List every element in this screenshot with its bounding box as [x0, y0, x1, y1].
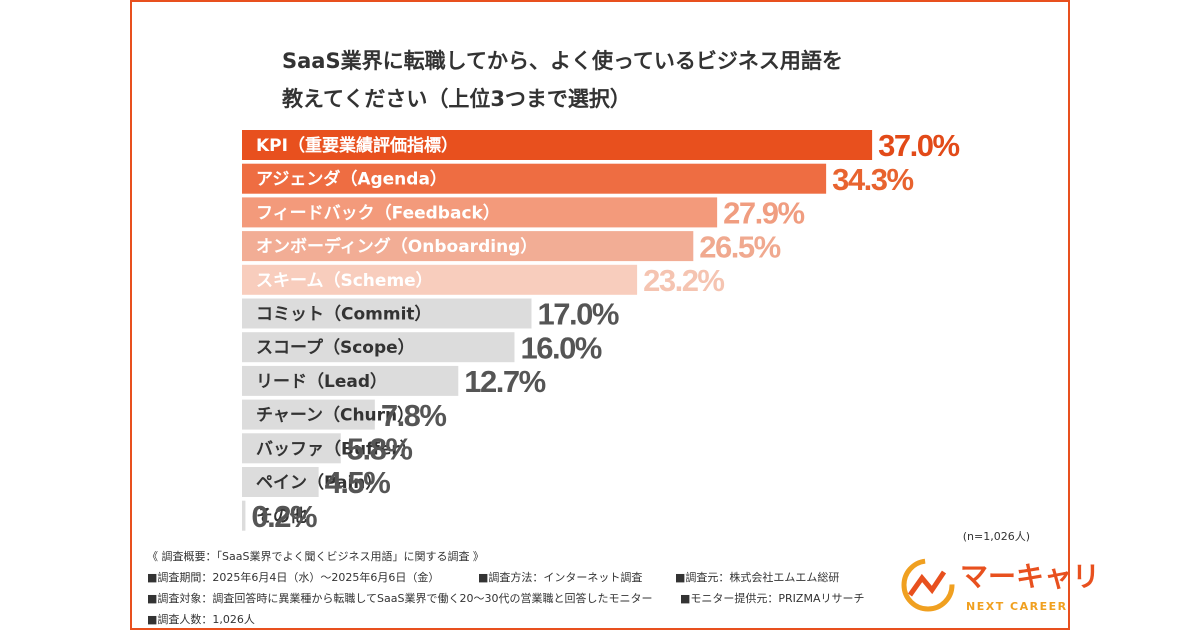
category-label: スコープ（Scope）: [256, 337, 415, 358]
chart-title: 教えてください（上位3つまで選択）: [282, 87, 631, 111]
value-label: 4.5%: [325, 465, 391, 500]
bar: [242, 433, 341, 464]
category-label: フィードバック（Feedback）: [256, 202, 500, 223]
footer-item: ■調査期間：2025年6月4日（水）～2025年6月6日（金）: [147, 570, 439, 584]
footer-item: ■調査方法：インターネット調査: [478, 570, 642, 584]
category-label: その他: [256, 506, 307, 527]
value-label: 0.2%: [251, 499, 317, 534]
bar: [242, 197, 718, 228]
bar: [242, 399, 375, 430]
footer-item: ■調査元：株式会社エムエム総研: [675, 570, 839, 584]
value-label: 27.9%: [723, 196, 804, 231]
value-label: 16.0%: [520, 330, 601, 365]
bar: [242, 467, 319, 497]
bar: [242, 264, 638, 295]
category-label: チャーン（Churn）: [256, 405, 414, 426]
category-label: アジェンダ（Agenda）: [256, 169, 447, 190]
bar: [242, 500, 246, 531]
value-label: 37.0%: [878, 128, 959, 163]
bar: [242, 231, 694, 262]
category-label: スキーム（Scheme）: [256, 270, 433, 291]
chart-title: SaaS業界に転職してから、よく使っているビジネス用語を: [282, 49, 843, 73]
category-label: オンボーディング（Onboarding）: [256, 236, 537, 257]
logo-icon: [901, 558, 955, 612]
bar: [242, 332, 515, 363]
value-label: 26.5%: [699, 229, 780, 264]
logo-tagline: NEXT CAREER: [966, 600, 1068, 613]
logo: マーキャリ NEXT CAREER: [901, 558, 1100, 613]
category-label: コミット（Commit）: [256, 304, 432, 325]
category-label: リード（Lead）: [256, 371, 387, 392]
sample-note: (n=1,026人): [963, 530, 1030, 543]
category-label: KPI（重要業績評価指標）: [256, 135, 458, 156]
value-label: 7.8%: [381, 398, 447, 433]
logo-name: マーキャリ: [960, 560, 1100, 593]
value-label: 12.7%: [464, 364, 545, 399]
bar: [242, 298, 532, 329]
category-label: バッファ（Buffer）: [256, 438, 417, 459]
footer-heading: 《 調査概要：「SaaS業界でよく聞くビジネス用語」に関する調査 》: [147, 549, 484, 563]
bar: [242, 365, 459, 396]
bar: [242, 163, 827, 194]
footer-item: ■調査人数：1,026人: [147, 612, 255, 626]
value-label: 23.2%: [643, 263, 724, 298]
footer-item: ■調査対象：調査回答時に異業種から転職してSaaS業界で働く20～30代の営業職…: [147, 591, 653, 605]
logo-icon: [907, 570, 947, 597]
category-label: ペイン（Pain）: [256, 472, 382, 493]
footer-item: ■モニター提供元：PRIZMAリサーチ: [680, 591, 864, 605]
value-label: 17.0%: [538, 297, 619, 332]
bar: [242, 130, 873, 160]
value-label: 34.3%: [832, 162, 913, 197]
value-label: 5.8%: [347, 431, 413, 466]
